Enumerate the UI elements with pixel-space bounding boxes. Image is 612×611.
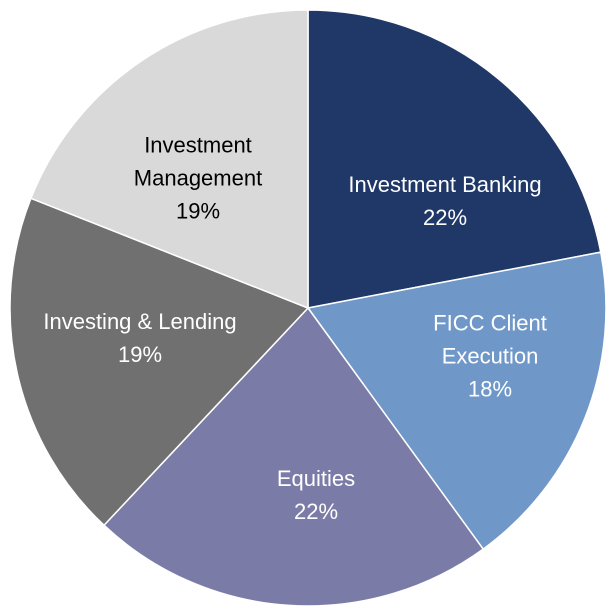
category-label: Investment Management [133,132,263,191]
pie-slice [9,197,310,527]
pie-slice [29,9,309,310]
slice-label: Investment Management 19% [103,129,293,228]
value-label: 18% [467,376,513,402]
pie-slice [102,306,485,607]
value-label: 22% [293,499,339,524]
value-label: 22% [422,205,468,230]
category-label: Investing & Lending [43,309,237,334]
slice-label: Investing & Lending 19% [5,305,275,371]
slice-label: Equities 22% [216,462,416,528]
pie-slice [306,251,607,551]
slice-label: FICC Client Execution 18% [405,307,575,406]
value-label: 19% [117,342,163,367]
slice-label: Investment Banking 22% [315,168,575,234]
pie-slice [307,9,602,309]
category-label: Equities [276,466,356,491]
category-label: Investment Banking [348,172,542,197]
category-label: FICC Client Execution [433,310,547,369]
value-label: 19% [175,198,221,224]
